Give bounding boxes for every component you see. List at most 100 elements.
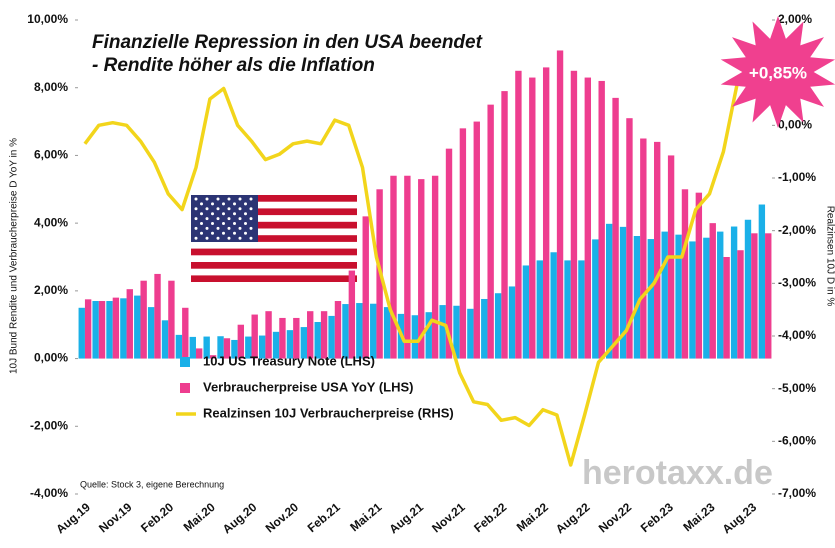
bar xyxy=(182,307,189,359)
bar xyxy=(723,257,730,359)
bar xyxy=(134,295,141,359)
bar xyxy=(78,307,85,359)
y-tick-label: 2,00% xyxy=(34,283,68,297)
bar xyxy=(508,286,516,359)
x-tick-label: Feb.22 xyxy=(471,500,509,535)
bar xyxy=(751,233,758,359)
bar xyxy=(522,265,530,359)
y2-tick-label: -3,00% xyxy=(778,276,816,290)
bar xyxy=(154,273,161,359)
bar xyxy=(598,80,605,359)
bar xyxy=(425,312,432,359)
bar xyxy=(487,104,494,359)
bar xyxy=(279,317,286,359)
x-tick-label: Nov.20 xyxy=(263,500,302,536)
y2-tick-label: -7,00% xyxy=(778,486,816,500)
bar xyxy=(654,141,661,359)
x-tick-label: Nov.22 xyxy=(596,500,635,536)
x-tick-label: Aug.20 xyxy=(220,500,260,537)
bar xyxy=(120,298,127,359)
y-tick-label: 0,00% xyxy=(34,351,68,365)
y2-tick-label: 0,00% xyxy=(778,118,812,132)
bar xyxy=(473,121,480,359)
bar xyxy=(737,250,744,359)
x-tick-label: Nov.19 xyxy=(96,500,135,536)
legend-label: Realzinsen 10J Verbraucherpreise (RHS) xyxy=(203,405,454,420)
x-tick-label: Aug.21 xyxy=(386,500,426,537)
bar xyxy=(300,327,308,359)
y-tick-label: 6,00% xyxy=(34,148,68,162)
bar xyxy=(758,204,766,359)
bar xyxy=(633,236,641,359)
bar xyxy=(730,226,738,359)
bar xyxy=(459,128,467,359)
bar xyxy=(126,289,133,359)
x-tick-label: Feb.23 xyxy=(638,500,676,535)
bar xyxy=(258,335,266,359)
x-tick-label: Aug.19 xyxy=(53,500,93,537)
legend-label: 10J US Treasury Note (LHS) xyxy=(203,353,375,368)
bar xyxy=(681,189,689,359)
bar xyxy=(265,311,272,359)
bar xyxy=(168,280,175,359)
bar xyxy=(536,260,543,359)
bar xyxy=(689,241,696,359)
bar xyxy=(564,260,571,359)
line xyxy=(83,78,766,467)
y-tick-label: 8,00% xyxy=(34,80,68,94)
legend-label: Verbraucherpreise USA YoY (LHS) xyxy=(203,379,413,394)
bar xyxy=(675,234,682,359)
bar xyxy=(640,138,647,359)
bar xyxy=(147,307,155,359)
bar xyxy=(314,322,321,359)
bar xyxy=(370,303,377,359)
bar xyxy=(307,311,314,359)
y-axis-label: 10J Bund Rendite und Verbraucherpreise D… xyxy=(9,138,20,374)
bar xyxy=(647,239,655,359)
x-tick-label: Feb.21 xyxy=(305,500,343,535)
bar xyxy=(717,231,724,359)
bar xyxy=(501,91,508,359)
bar xyxy=(661,231,668,359)
bar xyxy=(578,260,585,359)
bar xyxy=(494,293,502,359)
bar xyxy=(390,175,397,359)
annotation: +0,85% xyxy=(749,63,807,82)
bar xyxy=(411,315,419,359)
y-tick-label: -2,00% xyxy=(30,418,68,432)
bar xyxy=(703,237,710,359)
bar xyxy=(356,303,363,359)
y2-tick-label: -2,00% xyxy=(778,223,816,237)
bar xyxy=(245,336,252,359)
x-tick-label: Mai.20 xyxy=(181,500,218,535)
bar xyxy=(161,320,169,359)
y2-axis-label: Realzinsen 10J D in % xyxy=(824,206,835,307)
y2-tick-label: -4,00% xyxy=(778,328,816,342)
bar xyxy=(431,175,439,359)
bar xyxy=(439,305,446,359)
y-tick-label: 10,00% xyxy=(27,12,68,26)
watermark: herotaxx.de xyxy=(582,454,773,492)
y2-tick-label: -5,00% xyxy=(778,381,816,395)
x-tick-label: Mai.22 xyxy=(514,500,551,535)
bar xyxy=(320,311,328,359)
bar xyxy=(92,301,99,359)
x-tick-label: Aug.22 xyxy=(553,500,593,537)
chart-subtitle: - Rendite höher als die Inflation xyxy=(92,55,375,76)
y2-tick-label: 2,00% xyxy=(778,12,812,26)
bar xyxy=(605,223,613,359)
bar xyxy=(744,219,752,359)
bar xyxy=(140,280,147,359)
y2-tick-label: -6,00% xyxy=(778,434,816,448)
x-tick-label: Aug.23 xyxy=(719,500,759,537)
bar xyxy=(251,314,258,359)
bar xyxy=(612,97,619,359)
bar xyxy=(84,299,92,359)
bar xyxy=(619,226,627,359)
bar xyxy=(189,336,196,359)
y-tick-label: -4,00% xyxy=(30,486,68,500)
starburst xyxy=(720,16,835,128)
bar xyxy=(175,334,183,359)
bar xyxy=(362,216,369,359)
source: Quelle: Stock 3, eigene Berechnung xyxy=(80,479,224,489)
